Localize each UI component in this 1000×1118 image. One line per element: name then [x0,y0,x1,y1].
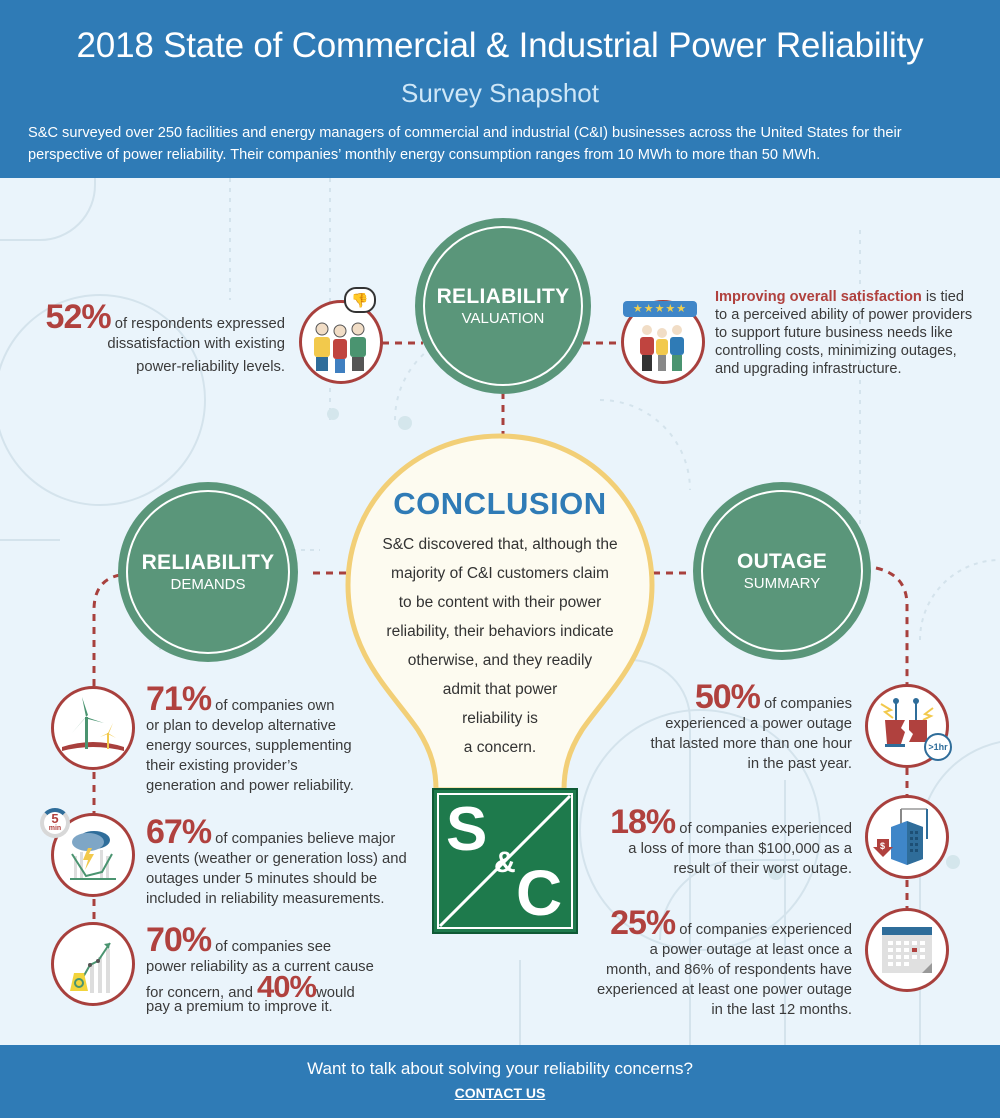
sc-logo: S & C [432,788,578,934]
stat-major-events: 67% of companies believe major events (w… [146,813,407,907]
footer-banner: Want to talk about solving your reliabil… [0,1045,1000,1118]
hub-outage-summary: OUTAGE SUMMARY [693,482,871,660]
hub-reliability-valuation: RELIABILITY VALUATION [415,218,591,394]
hub-subtitle: SUMMARY [743,575,821,592]
hub-reliability-demands: RELIABILITY DEMANDS [118,482,298,662]
conclusion-text: S&C discovered that, although the majori… [382,536,618,756]
stat-percent: 25% [610,904,676,942]
stat-reliability-concern: 70% of companies see power reliability a… [146,921,374,1015]
lightbulb-shape [345,433,655,790]
stat-percent: 50% [694,678,761,716]
stat-alternative-energy: 71% of companies own or plan to develop … [146,680,354,794]
stat-percent: 70% [146,921,212,959]
hub-title: OUTAGE [736,550,828,573]
building-loss-icon: $ [865,795,949,879]
background-decoration [0,178,1000,1045]
hub-subtitle: DEMANDS [170,576,246,593]
stat-percent: 67% [146,813,212,851]
footer-question: Want to talk about solving your reliabil… [307,1059,693,1078]
stat-hour-outage: 50% of companies experienced a power out… [650,678,852,772]
stat-monthly-outage: 25% of companies experienced a power out… [596,904,852,1018]
hub-title: RELIABILITY [436,285,570,308]
intro-text: S&C surveyed over 250 facilities and ene… [28,125,902,163]
stat-percent: 71% [146,680,212,718]
wind-turbine-icon [51,686,135,770]
over-one-hour-badge-icon: >1hr [924,733,952,761]
hub-title: RELIABILITY [141,551,275,574]
dissatisfied-people-icon [299,300,383,384]
thumbs-down-bubble-icon: 👎 [344,287,376,313]
page-title: 2018 State of Commercial & Industrial Po… [76,26,924,65]
header-banner: 2018 State of Commercial & Industrial Po… [0,0,1000,178]
stat-dissatisfaction: 52% of respondents expressed dissatisfac… [45,298,285,375]
five-minute-timer-icon: 5 min [40,808,70,838]
five-stars-icon: ★★★★★ [623,301,697,317]
stat-percent-premium: 40% [257,969,317,1004]
stat-percent: 52% [45,298,112,336]
conclusion-title: CONCLUSION [393,486,607,521]
stat-percent: 18% [610,803,676,841]
svg-text:$: $ [880,841,885,851]
contact-us-link[interactable]: CONTACT US [454,1085,546,1101]
calendar-icon [865,908,949,992]
hub-subtitle: VALUATION [461,310,545,327]
money-growth-icon [51,922,135,1006]
page-subtitle: Survey Snapshot [400,78,599,108]
stat-financial-loss: 18% of companies experienced a loss of m… [610,803,852,877]
stat-satisfaction: Improving overall satisfaction is tied t… [715,289,973,377]
